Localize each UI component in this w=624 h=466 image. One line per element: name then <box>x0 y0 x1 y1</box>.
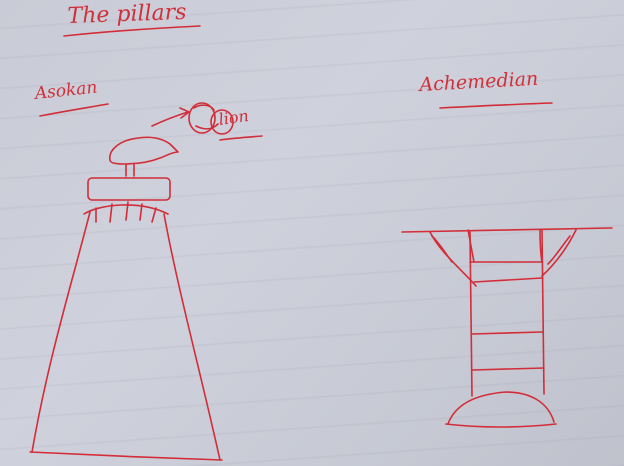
shaft-segment-3 <box>471 331 543 335</box>
capital-left-scroll <box>431 235 453 263</box>
arrow-line <box>151 111 189 127</box>
asokan-underline <box>39 103 109 117</box>
bird-capital <box>109 136 179 165</box>
shaft-segment-2 <box>473 277 543 283</box>
achemedian-underline <box>439 102 553 109</box>
asokan-base <box>29 451 223 461</box>
asokan-shaft-right <box>163 213 221 461</box>
lion-doodle-scribble <box>193 104 219 130</box>
bell-ribs <box>95 201 157 223</box>
achemedian-bell-base <box>447 391 555 425</box>
achemedian-shaft-right <box>541 229 545 395</box>
achemedian-shaft-left <box>469 231 473 397</box>
arrow-head <box>179 107 190 119</box>
lion-underline <box>219 135 263 141</box>
abacus <box>87 177 171 201</box>
asokan-shaft-left <box>31 211 91 453</box>
capital-right-scroll <box>547 235 571 265</box>
capital-right-curve <box>541 229 577 277</box>
lion-doodle-right <box>210 109 234 135</box>
capital-left-curve <box>429 231 477 287</box>
capital-left-line <box>467 229 475 263</box>
lion-doodle-left <box>188 102 216 134</box>
achemedian-plinth <box>445 423 557 428</box>
bell-capital <box>83 204 169 215</box>
title-underline <box>63 25 201 37</box>
shaft-segment-4 <box>471 367 545 371</box>
architrave-line <box>401 227 613 233</box>
bird-neck <box>125 163 135 177</box>
